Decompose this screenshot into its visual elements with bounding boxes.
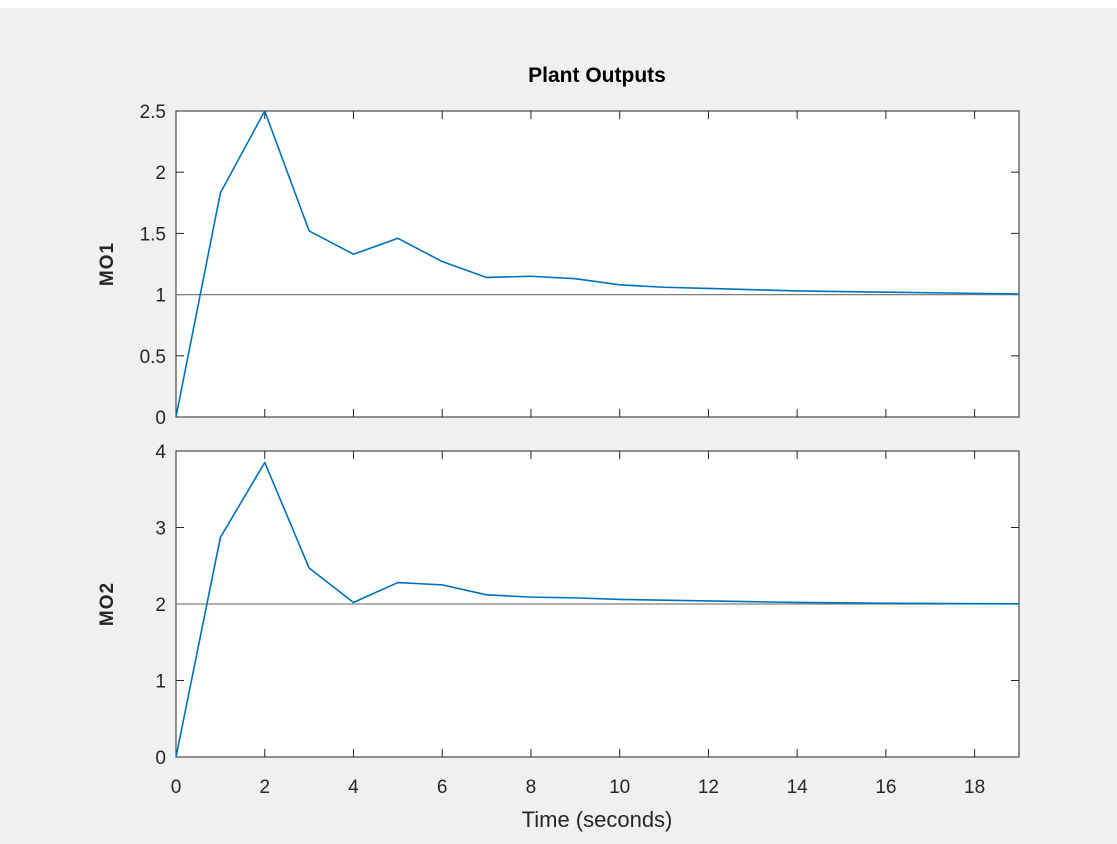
- y-tick-label: 0: [155, 748, 166, 769]
- y-tick-label: 1.5: [140, 224, 166, 245]
- subplot-1: 0 0.5 1 1.5 2 2.5 MO1: [97, 102, 1020, 429]
- y-axis-label: MO1: [97, 242, 118, 286]
- x-tick-label: 10: [609, 777, 630, 798]
- x-tick-label: 2: [259, 777, 270, 798]
- y-tick-label: 2: [155, 595, 166, 616]
- y-tick-label: 4: [155, 442, 166, 463]
- x-tick-label: 16: [875, 777, 896, 798]
- y-tick-label: 1: [155, 286, 166, 307]
- y-tick-label: 2.5: [140, 102, 166, 123]
- y-tick-label: 0.5: [140, 347, 166, 368]
- y-tick-label: 2: [155, 163, 166, 184]
- x-tick-label: 0: [171, 777, 182, 798]
- x-axis-label: Time (seconds): [522, 807, 673, 832]
- x-tick-label: 4: [348, 777, 359, 798]
- x-tick-label: 6: [437, 777, 448, 798]
- x-tick-label: 12: [698, 777, 719, 798]
- y-tick-label: 0: [155, 408, 166, 429]
- y-axis-label: MO2: [97, 582, 118, 626]
- axes-box: [175, 110, 1020, 418]
- x-tick-label: 14: [787, 777, 809, 798]
- y-tick-label: 1: [155, 672, 166, 693]
- series-line-mo2: [175, 461, 1020, 758]
- chart-title: Plant Outputs: [528, 64, 666, 87]
- series-line-mo1: [175, 110, 1020, 418]
- y-tick-label: 3: [155, 519, 166, 540]
- x-tick-label: 18: [964, 777, 985, 798]
- x-tick-label: 8: [526, 777, 537, 798]
